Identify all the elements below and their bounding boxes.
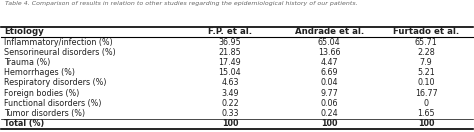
Text: Andrade et al.: Andrade et al.	[294, 27, 364, 36]
Text: Functional disorders (%): Functional disorders (%)	[4, 99, 102, 108]
Text: Respiratory disorders (%): Respiratory disorders (%)	[4, 78, 107, 87]
Text: 0: 0	[424, 99, 428, 108]
Text: Table 4. Comparison of results in relation to other studies regarding the epidem: Table 4. Comparison of results in relati…	[5, 1, 357, 6]
Text: Trauma (%): Trauma (%)	[4, 58, 51, 67]
Text: 15.04: 15.04	[219, 68, 241, 77]
Text: 0.22: 0.22	[221, 99, 239, 108]
Text: Sensorineural disorders (%): Sensorineural disorders (%)	[4, 48, 116, 57]
Text: 4.47: 4.47	[320, 58, 338, 67]
Text: 21.85: 21.85	[219, 48, 241, 57]
Text: 16.77: 16.77	[415, 89, 438, 98]
Text: 100: 100	[321, 119, 337, 128]
Text: 100: 100	[418, 119, 434, 128]
Text: 100: 100	[222, 119, 238, 128]
Text: 13.66: 13.66	[318, 48, 340, 57]
Text: 0.06: 0.06	[320, 99, 338, 108]
Text: 0.33: 0.33	[221, 109, 239, 118]
Text: 4.63: 4.63	[221, 78, 239, 87]
Text: 17.49: 17.49	[219, 58, 241, 67]
Text: 5.21: 5.21	[417, 68, 435, 77]
Text: 6.69: 6.69	[320, 68, 338, 77]
Text: 65.04: 65.04	[318, 38, 340, 47]
Text: 3.49: 3.49	[221, 89, 239, 98]
Text: 1.65: 1.65	[417, 109, 435, 118]
Text: 7.9: 7.9	[419, 58, 432, 67]
Text: Tumor disorders (%): Tumor disorders (%)	[4, 109, 86, 118]
Text: Furtado et al.: Furtado et al.	[393, 27, 459, 36]
Text: 65.71: 65.71	[415, 38, 438, 47]
Text: Etiology: Etiology	[4, 27, 44, 36]
Text: 0.24: 0.24	[320, 109, 338, 118]
Text: 0.04: 0.04	[320, 78, 338, 87]
Text: Inflammatory/infection (%): Inflammatory/infection (%)	[4, 38, 113, 47]
Text: 36.95: 36.95	[219, 38, 241, 47]
Text: 9.77: 9.77	[320, 89, 338, 98]
Text: Total (%): Total (%)	[4, 119, 45, 128]
Text: 2.28: 2.28	[417, 48, 435, 57]
Text: F.P. et al.: F.P. et al.	[208, 27, 252, 36]
Text: Hemorrhages (%): Hemorrhages (%)	[4, 68, 75, 77]
Text: 0.10: 0.10	[417, 78, 435, 87]
Text: Foreign bodies (%): Foreign bodies (%)	[4, 89, 80, 98]
